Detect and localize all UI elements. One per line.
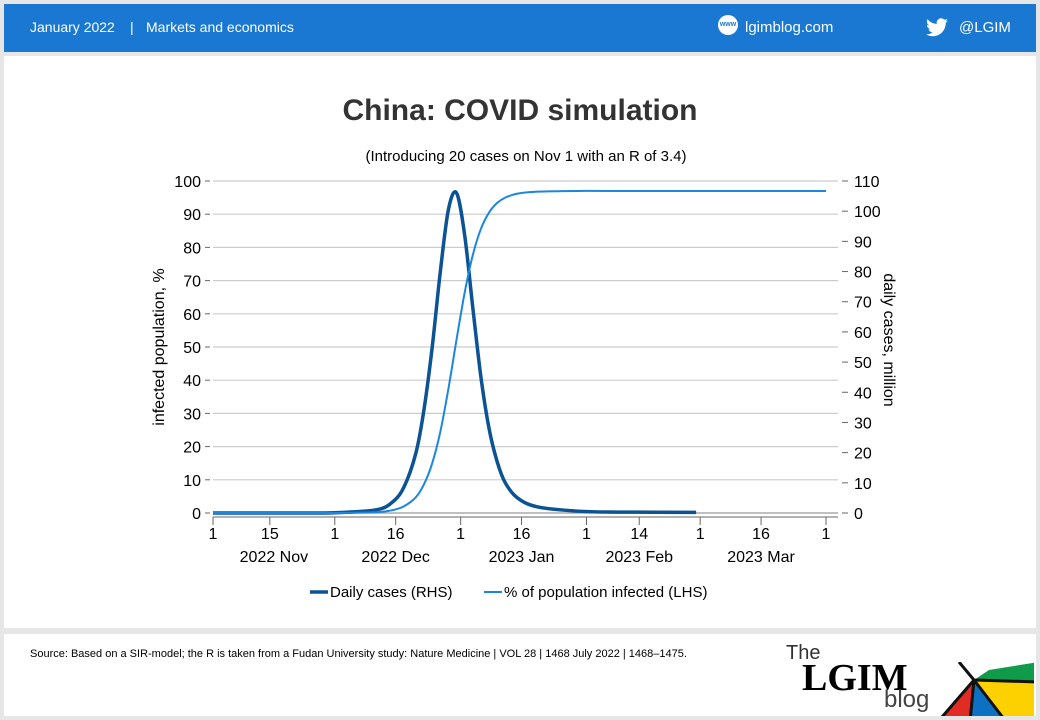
x-tick-label: 1 xyxy=(696,526,705,543)
y-tick-label: 80 xyxy=(183,240,201,257)
x-tick-label: 14 xyxy=(630,526,648,543)
y2-tick-label: 70 xyxy=(854,295,872,312)
chart-subtitle: (Introducing 20 cases on Nov 1 with an R… xyxy=(365,148,686,165)
x-tick-label: 16 xyxy=(387,526,405,543)
x-month-label: 2022 Nov xyxy=(240,549,309,566)
legend: Daily cases (RHS) % of population infect… xyxy=(310,584,707,601)
y2-tick-label: 40 xyxy=(854,385,872,402)
twitter-handle[interactable]: @LGIM xyxy=(959,19,1011,36)
y-tick-label: 60 xyxy=(183,307,201,324)
chart: China: COVID simulation (Introducing 20 … xyxy=(151,94,897,601)
y-axis-label: infected population, % xyxy=(151,268,168,425)
globe-icon: www xyxy=(718,15,738,35)
y-tick-label: 0 xyxy=(192,506,201,523)
twitter-icon[interactable] xyxy=(925,18,949,38)
footer: Source: Based on a SIR-model; the R is t… xyxy=(4,634,1036,716)
header-separator: | xyxy=(130,19,134,35)
y2-tick-label: 0 xyxy=(854,506,863,523)
x-tick-label: 1 xyxy=(209,526,218,543)
y2-tick-label: 90 xyxy=(854,234,872,251)
chart-card xyxy=(4,56,1036,628)
legend-label-infected: % of population infected (LHS) xyxy=(504,584,707,601)
x-tick-label: 15 xyxy=(261,526,279,543)
y2-axis-label: daily cases, million xyxy=(880,273,897,406)
header-category[interactable]: Markets and economics xyxy=(146,19,294,35)
x-month-label: 2023 Feb xyxy=(605,549,673,566)
y2-tick-label: 20 xyxy=(854,446,872,463)
y2-tick-label: 30 xyxy=(854,415,872,432)
y2-tick-label: 60 xyxy=(854,325,872,342)
y2-tick-label: 100 xyxy=(854,204,881,221)
chart-title: China: COVID simulation xyxy=(342,94,697,127)
y-tick-label: 100 xyxy=(174,174,201,191)
header-bar: January 2022 | Markets and economics www… xyxy=(4,4,1036,52)
y2-tick-label: 10 xyxy=(854,476,872,493)
legend-label-daily-cases: Daily cases (RHS) xyxy=(330,584,453,601)
y-tick-label: 50 xyxy=(183,340,201,357)
x-tick-label: 16 xyxy=(752,526,770,543)
y-tick-label: 30 xyxy=(183,406,201,423)
site-link[interactable]: lgimblog.com xyxy=(745,19,834,36)
y-tick-label: 70 xyxy=(183,274,201,291)
y-tick-label: 40 xyxy=(183,373,201,390)
y2-tick-label: 80 xyxy=(854,265,872,282)
umbrella-icon xyxy=(940,662,1034,716)
y-tick-label: 20 xyxy=(183,440,201,457)
y-tick-label: 90 xyxy=(183,207,201,224)
y2-tick-label: 50 xyxy=(854,355,872,372)
x-month-label: 2023 Jan xyxy=(489,549,555,566)
x-month-label: 2022 Dec xyxy=(361,549,430,566)
header-date: January 2022 xyxy=(30,19,115,35)
series-infected-line xyxy=(212,189,826,515)
series-daily-cases-line xyxy=(212,190,697,515)
source-note: Source: Based on a SIR-model; the R is t… xyxy=(30,648,687,660)
x-tick-label: 1 xyxy=(822,526,831,543)
x-tick-label: 1 xyxy=(456,526,465,543)
y-tick-label: 10 xyxy=(183,473,201,490)
lgim-blog-logo[interactable]: The LGIM blog xyxy=(784,640,1034,716)
y2-tick-label: 110 xyxy=(854,174,880,191)
x-tick-label: 1 xyxy=(582,526,591,543)
x-tick-label: 16 xyxy=(513,526,531,543)
x-tick-label: 1 xyxy=(330,526,339,543)
x-month-label: 2023 Mar xyxy=(727,549,795,566)
